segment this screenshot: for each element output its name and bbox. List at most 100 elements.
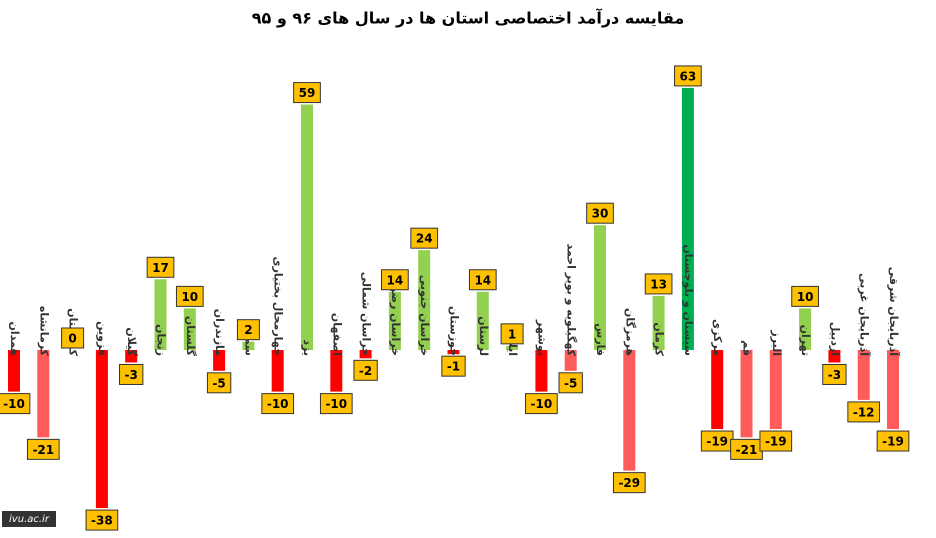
value-label: 24 [416,232,433,246]
category-label: قم [741,340,754,356]
value-label: 1 [508,327,516,341]
bar [769,350,782,430]
value-label-box [612,472,646,494]
bar [857,350,870,400]
value-label: -3 [125,368,138,382]
category-label: بوشهر [535,319,548,356]
value-label: -5 [564,376,577,390]
value-label: 10 [797,290,814,304]
category-label: چهارمحال بختیاری [272,257,285,356]
category-label: البرز [770,329,783,356]
bar [740,350,753,438]
category-label: خراسان جنوبی [418,275,431,356]
value-label: -38 [91,514,113,528]
bar [154,279,167,350]
value-label: -2 [359,364,372,378]
value-label: -10 [531,397,553,411]
value-label-box [410,227,439,249]
value-label: -19 [765,435,787,449]
value-label-box [119,363,144,385]
value-label-box [293,82,321,104]
value-label-box [644,273,673,295]
watermark-bg [2,511,56,527]
bar [213,350,226,371]
bar [594,225,606,350]
value-label: 13 [650,277,667,291]
bar [418,250,431,350]
category-label: اصفهان [330,313,343,356]
value-label: -5 [212,376,225,390]
bar [271,350,284,392]
value-label-box [468,269,497,291]
category-label: سیستان و بلوچستان [682,244,695,356]
category-label: همدان [8,321,21,356]
value-label-box [0,393,31,415]
category-label: مازندران [213,309,226,356]
category-label: اردبیل [828,322,841,356]
category-label: مرکزی [711,319,724,356]
bar [887,350,899,430]
value-label: -21 [32,443,54,457]
value-label-box [441,355,466,377]
value-label-box [558,372,583,394]
category-label: تهران [799,325,812,356]
value-label-box [85,509,119,531]
value-label: -10 [3,397,25,411]
value-label-box [206,372,232,394]
category-label: گلستان [184,316,197,357]
bar [564,350,577,371]
bar [681,87,694,351]
watermark: ivu.ac.ir [9,514,50,525]
value-label-box [236,319,260,341]
bar [711,350,724,430]
value-label: -3 [828,368,841,382]
value-label-box [319,393,353,415]
value-label-box [822,363,847,385]
bar [476,291,489,350]
bar [359,350,372,359]
value-label-box [61,327,85,349]
value-label-box [586,202,614,224]
value-label: 30 [592,207,609,221]
value-label-box [261,393,295,415]
category-label: کرمانشاه [37,306,50,357]
bar [330,350,343,392]
value-label-box [26,438,60,460]
bar [125,350,138,363]
bar [8,350,20,392]
bar [623,350,636,471]
value-label: -10 [325,397,347,411]
category-label: خراسان شمالی [360,272,373,356]
bar [535,350,548,392]
category-label: هرمزگان [623,308,636,356]
category-label: قزوین [96,321,109,356]
bar [799,308,812,350]
category-label: گیلان [125,327,138,356]
value-label: -10 [267,397,289,411]
category-label: فارس [594,323,607,356]
value-label-box [500,323,524,345]
bar [652,295,665,350]
value-label-box [791,285,819,307]
value-label: 63 [680,69,697,83]
value-label-box [759,430,793,452]
value-label: -19 [882,435,904,449]
bar [95,350,108,509]
value-label-box [146,256,175,278]
value-label: 14 [387,273,404,287]
category-label: آذربایجان غربی [858,273,872,356]
bar [506,345,519,350]
category-label: کهگیلویه و بویر احمد [565,244,578,357]
bar [828,350,841,363]
value-label: -12 [853,405,875,419]
value-label: 2 [244,323,252,337]
category-label: کرمان [653,322,666,356]
category-label: زنجان [155,324,168,356]
value-label: -21 [736,443,758,457]
bar [242,341,255,350]
value-label: 17 [152,261,169,275]
value-label-box [381,269,409,291]
category-label: آذربایجان شرقی [887,267,901,357]
value-label: -29 [618,476,640,490]
